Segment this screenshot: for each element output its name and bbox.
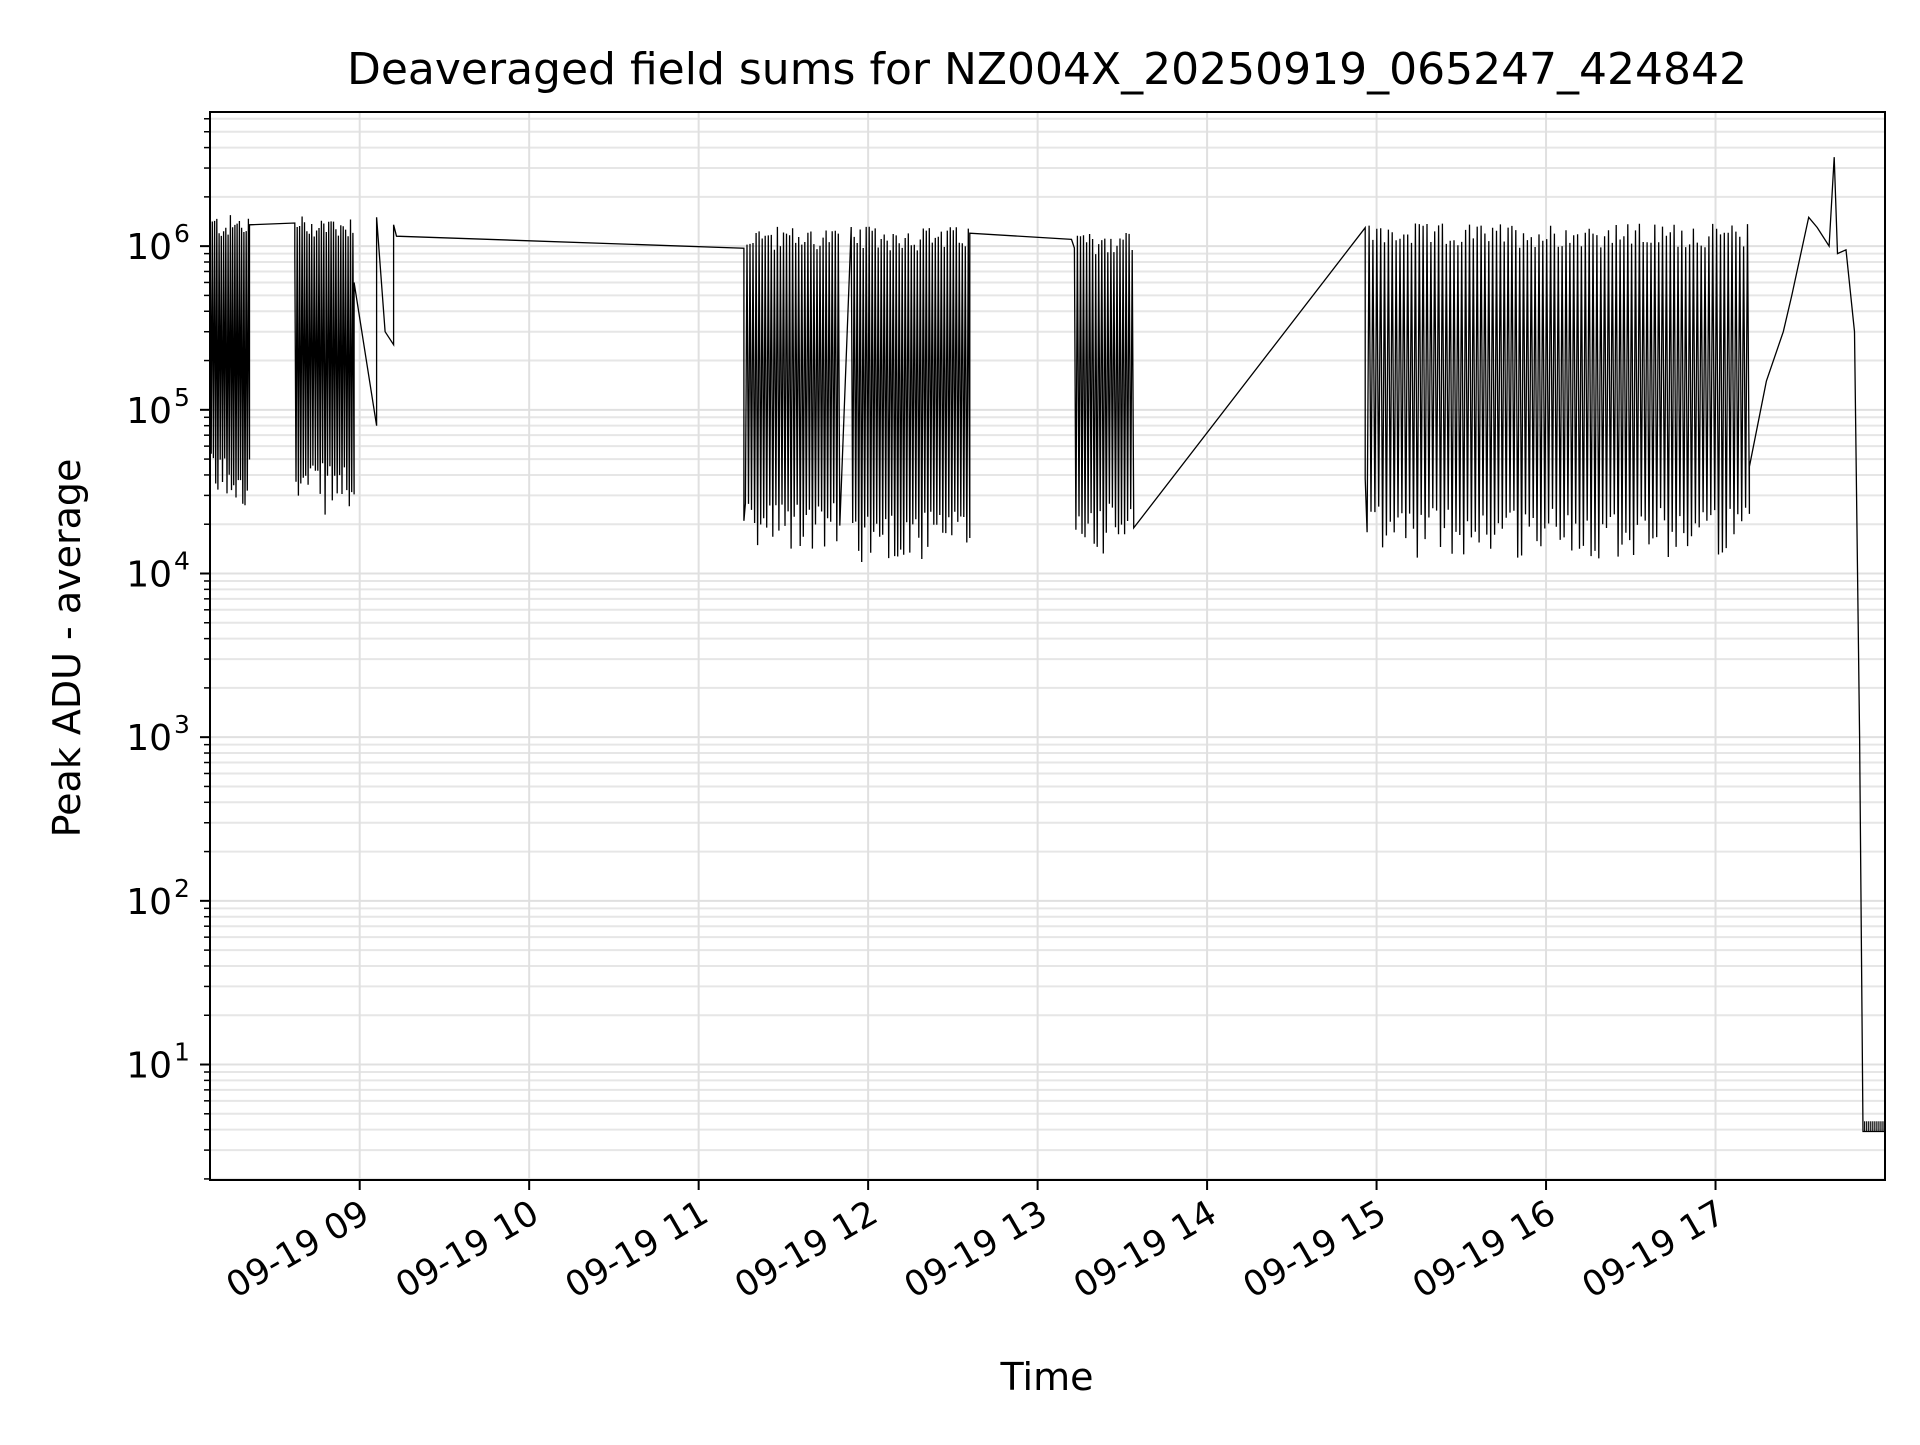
y-tick-label: 10	[126, 882, 172, 923]
y-tick-exponent: 5	[174, 383, 190, 412]
plot-frame	[209, 111, 1886, 1181]
chart-title: Deaveraged field sums for NZ004X_2025091…	[347, 44, 1747, 95]
y-tick-label: 10	[126, 554, 172, 595]
data-series-line	[209, 157, 1885, 1133]
y-tick-label: 10	[126, 718, 172, 759]
y-tick-exponent: 1	[174, 1038, 190, 1067]
y-tick-exponent: 4	[174, 546, 190, 575]
y-tick-label: 10	[126, 1046, 172, 1087]
plot-area	[209, 157, 1885, 1133]
y-tick-exponent: 3	[174, 710, 190, 739]
y-tick-label: 10	[126, 227, 172, 268]
x-axis-label: Time	[1000, 1355, 1094, 1399]
y-tick-label: 10	[126, 391, 172, 432]
y-axis-label: Peak ADU - average	[45, 459, 89, 838]
y-tick-exponent: 2	[174, 874, 190, 903]
y-tick-exponent: 6	[174, 219, 190, 248]
